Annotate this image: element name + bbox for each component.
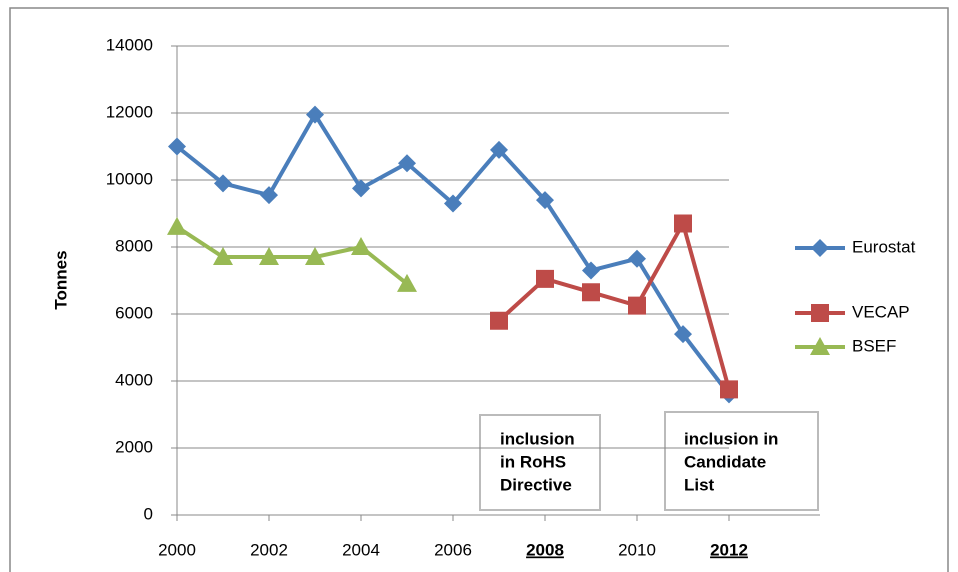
data-point xyxy=(582,261,600,280)
data-point xyxy=(168,137,186,156)
annotation-text: Directive xyxy=(500,475,572,494)
annotation-box xyxy=(664,411,819,511)
y-tick-label: 0 xyxy=(144,504,153,523)
data-point xyxy=(259,247,279,266)
annotation-text: inclusion xyxy=(500,429,575,448)
annotation-text: in RoHS xyxy=(500,452,566,471)
annotation-text: List xyxy=(684,475,715,494)
x-tick-label: 2002 xyxy=(250,540,288,559)
legend-label: BSEF xyxy=(852,336,896,355)
y-tick-label: 6000 xyxy=(115,303,153,322)
legend-label: VECAP xyxy=(852,302,910,321)
data-point xyxy=(536,191,554,210)
data-point xyxy=(628,296,646,315)
x-tick-label: 2006 xyxy=(434,540,472,559)
y-tick-label: 4000 xyxy=(115,370,153,389)
legend-label: Eurostat xyxy=(852,237,916,256)
data-point xyxy=(490,140,508,159)
data-point xyxy=(628,249,646,268)
data-point xyxy=(536,269,554,288)
data-point xyxy=(674,214,692,233)
legend-marker xyxy=(810,337,830,355)
annotation-text: inclusion in xyxy=(684,429,778,448)
data-point xyxy=(167,216,187,235)
data-point xyxy=(306,105,324,124)
annotation-box xyxy=(479,414,601,511)
data-point xyxy=(260,186,278,205)
x-tick-label: 2010 xyxy=(618,540,656,559)
data-point xyxy=(674,325,692,344)
data-point xyxy=(213,247,233,266)
data-point xyxy=(582,283,600,302)
x-tick-label: 2000 xyxy=(158,540,196,559)
data-point xyxy=(351,237,371,255)
x-tick-label: 2008 xyxy=(526,540,564,559)
x-tick-label: 2004 xyxy=(342,540,380,559)
data-point xyxy=(490,311,508,330)
data-point xyxy=(398,154,416,173)
data-point xyxy=(352,179,370,198)
y-tick-label: 2000 xyxy=(115,437,153,456)
legend-marker xyxy=(811,304,829,322)
data-point xyxy=(305,247,325,266)
y-tick-label: 10000 xyxy=(106,169,153,188)
data-point xyxy=(397,273,417,292)
y-tick-label: 8000 xyxy=(115,236,153,255)
y-axis-label: Tonnes xyxy=(51,250,70,309)
annotation-text: Candidate xyxy=(684,452,766,471)
data-point xyxy=(720,380,738,399)
data-point xyxy=(444,194,462,213)
data-point xyxy=(214,174,232,193)
legend-marker xyxy=(811,239,829,257)
x-tick-label: 2012 xyxy=(710,540,748,559)
y-tick-label: 14000 xyxy=(106,35,153,54)
y-tick-label: 12000 xyxy=(106,102,153,121)
